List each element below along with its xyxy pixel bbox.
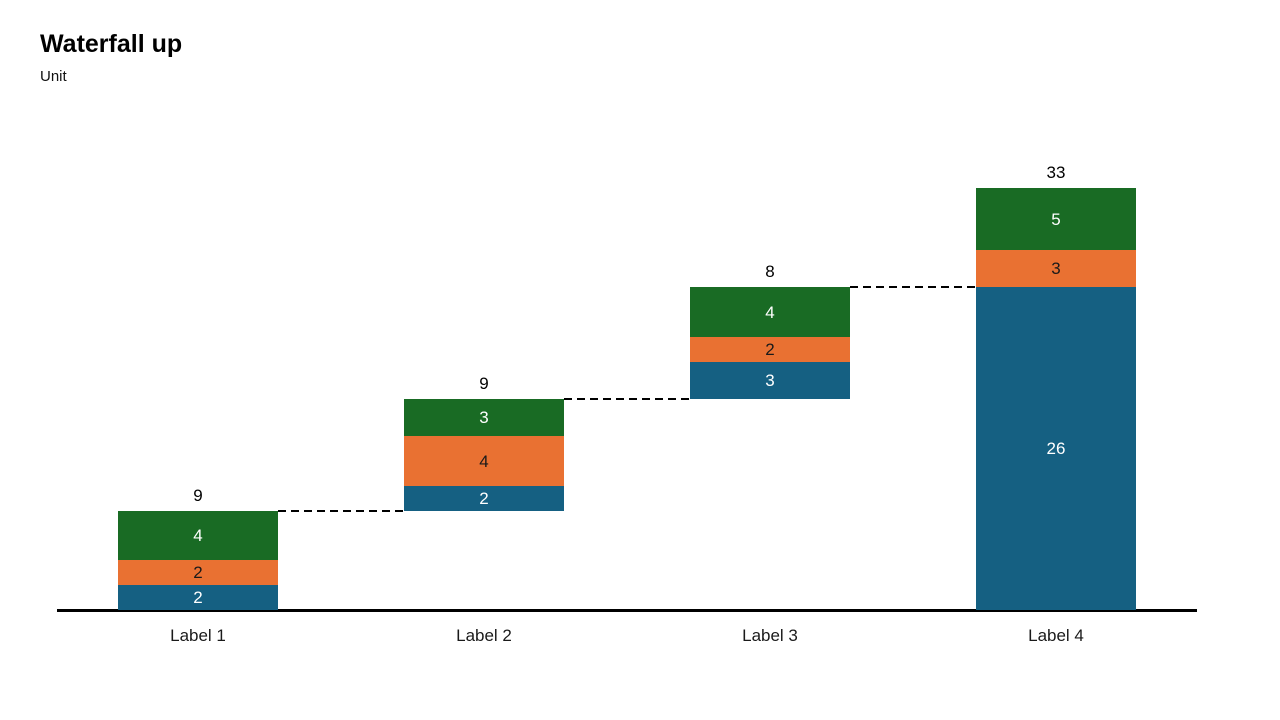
chart-title: Waterfall up	[40, 30, 183, 58]
segment-value-label: 5	[1051, 209, 1061, 229]
segment-green-label-2: 3	[404, 399, 564, 437]
segment-value-label: 4	[193, 525, 203, 545]
segment-orange-label-2: 4	[404, 436, 564, 486]
total-label-label-2: 9	[479, 374, 489, 393]
segment-green-label-1: 4	[118, 510, 278, 561]
segment-value-label: 4	[765, 302, 775, 322]
connector-bar3-to-bar4	[850, 286, 976, 289]
segment-blue-label-3: 3	[690, 361, 850, 399]
segment-blue-label-4: 26	[976, 287, 1136, 610]
total-label-label-3: 8	[765, 262, 775, 282]
category-label-label-3: Label 3	[742, 626, 798, 645]
segment-orange-label-3: 2	[690, 337, 850, 362]
segment-value-label: 3	[1051, 259, 1061, 279]
segment-green-label-3: 4	[690, 287, 850, 337]
category-label-label-1: Label 1	[170, 626, 226, 645]
x-axis-line	[57, 609, 1197, 612]
segment-value-label: 2	[479, 488, 489, 508]
segment-value-label: 3	[479, 408, 489, 428]
connector-bar2-to-bar3	[564, 398, 690, 400]
total-label-label-1: 9	[193, 485, 203, 505]
category-label-label-2: Label 2	[456, 626, 512, 645]
segment-value-label: 2	[765, 339, 775, 359]
segment-blue-label-2: 2	[404, 485, 564, 511]
segment-green-label-4: 5	[976, 188, 1136, 251]
chart-header: Waterfall up Unit	[40, 30, 182, 85]
segment-blue-label-1: 2	[118, 585, 278, 610]
segment-value-label: 2	[193, 588, 203, 608]
segment-orange-label-1: 2	[118, 560, 278, 586]
connector-bar1-to-bar2	[278, 509, 404, 512]
segment-value-label: 26	[1046, 439, 1066, 459]
total-label-label-4: 33	[1046, 163, 1066, 183]
category-label-label-4: Label 4	[1028, 626, 1084, 645]
segment-value-label: 2	[193, 563, 203, 583]
chart-unit-label: Unit	[40, 68, 67, 85]
segment-value-label: 3	[765, 370, 775, 390]
segment-value-label: 4	[479, 451, 489, 471]
segment-orange-label-4: 3	[976, 250, 1136, 288]
